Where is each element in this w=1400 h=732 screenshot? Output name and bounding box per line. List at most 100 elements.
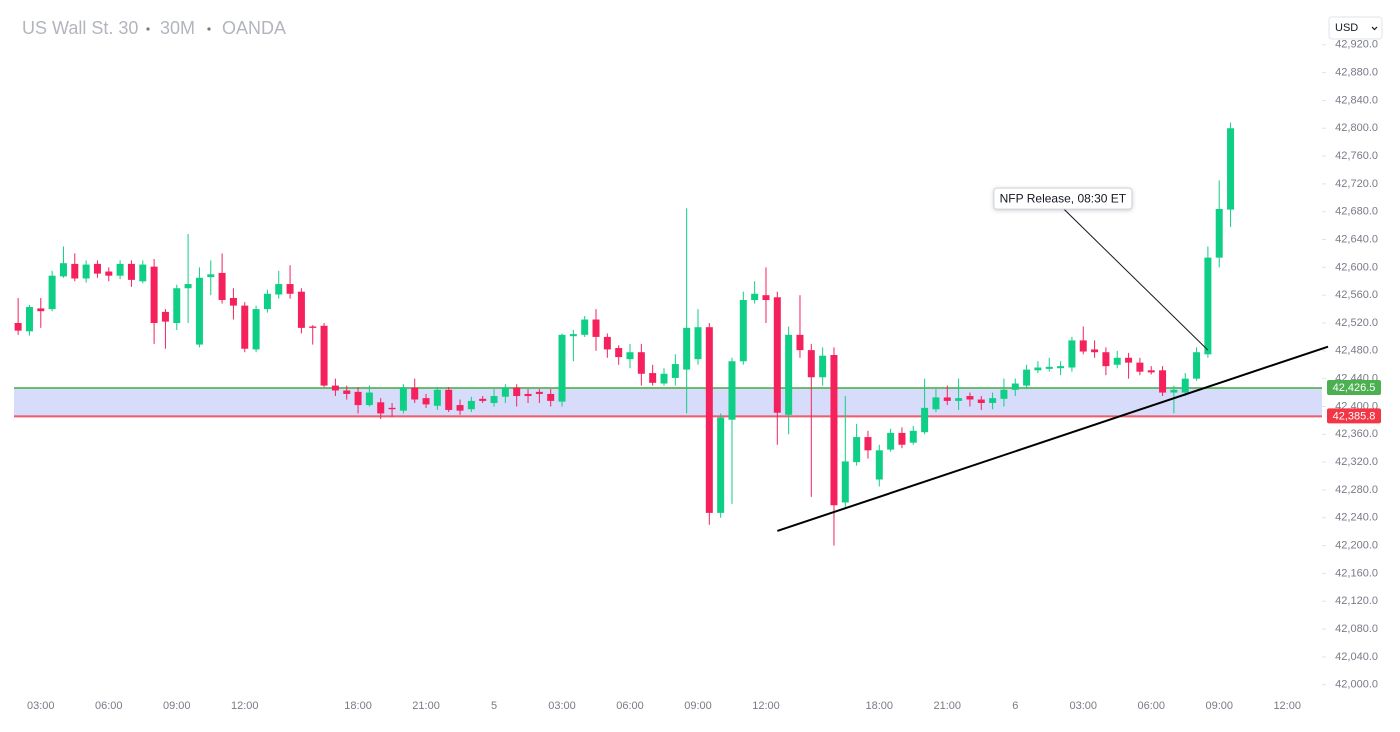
candle-body — [1204, 257, 1212, 355]
x-tick-label: 03:00 — [27, 700, 55, 712]
candle-body — [1034, 367, 1042, 371]
x-tick-label: 18:00 — [866, 700, 894, 712]
y-tick-label: 42,240.0 — [1335, 512, 1378, 524]
x-tick-label: 21:00 — [934, 700, 962, 712]
candle-body — [501, 387, 509, 397]
candle-body — [275, 284, 283, 295]
candle-body — [71, 263, 79, 279]
candle-body — [887, 432, 895, 450]
price-tag — [1327, 408, 1381, 424]
price-tag-label: 42,385.8 — [1333, 410, 1376, 422]
candle-body — [841, 461, 849, 503]
candle-body — [218, 272, 226, 301]
y-tick-label: 42,480.0 — [1335, 345, 1378, 357]
candle-body — [1113, 357, 1121, 365]
y-tick-label: 42,760.0 — [1335, 150, 1378, 162]
candle-body — [547, 393, 555, 401]
candle-body — [977, 399, 985, 403]
source: OANDA — [222, 18, 286, 38]
candle-body — [297, 291, 305, 328]
candle-body — [1102, 352, 1110, 367]
candle-body — [82, 264, 90, 279]
candle-body — [207, 274, 215, 278]
y-tick-label: 42,600.0 — [1335, 261, 1378, 273]
candle-body — [603, 336, 611, 350]
candle-body — [161, 311, 169, 322]
candle-body — [309, 326, 317, 328]
candle-body — [807, 350, 815, 378]
candle-body — [241, 305, 249, 349]
price-tag-label: 42,426.5 — [1333, 382, 1376, 394]
candle-body — [569, 334, 577, 337]
x-tick-label: 5 — [491, 700, 497, 712]
candle-body — [1091, 349, 1099, 353]
y-tick-label: 42,040.0 — [1335, 651, 1378, 663]
y-tick-label: 42,680.0 — [1335, 206, 1378, 218]
candle-body — [660, 373, 668, 384]
candle-body — [399, 387, 407, 411]
candle-body — [513, 387, 521, 397]
candle-body — [524, 393, 532, 397]
separator — [207, 27, 211, 31]
candle-body — [411, 387, 419, 400]
header: US Wall St. 30 30M OANDA — [22, 18, 286, 38]
candle-body — [1136, 362, 1144, 372]
candle-body — [331, 385, 339, 391]
currency-label[interactable]: USD — [1335, 22, 1358, 34]
candle-body — [48, 275, 56, 310]
candle-body — [649, 373, 657, 383]
candle-body — [1181, 378, 1189, 393]
x-tick-label: 06:00 — [95, 700, 123, 712]
y-tick-label: 42,120.0 — [1335, 595, 1378, 607]
candle-body — [592, 319, 600, 337]
candle-body — [445, 389, 453, 410]
currency-button[interactable]: USD — [1328, 16, 1383, 40]
y-tick-label: 42,000.0 — [1335, 679, 1378, 691]
candle-body — [830, 355, 838, 506]
x-tick-label: 09:00 — [163, 700, 191, 712]
x-tick-label: 03:00 — [548, 700, 576, 712]
candle-body — [966, 396, 974, 400]
candle-body — [921, 407, 929, 433]
candle-body — [615, 348, 623, 358]
annotation-box — [993, 187, 1133, 210]
y-tick-label: 42,640.0 — [1335, 233, 1378, 245]
candle-body — [229, 297, 237, 306]
candle-body — [717, 417, 725, 513]
y-tick-label: 42,800.0 — [1335, 122, 1378, 134]
candle-body — [558, 334, 566, 402]
y-tick-label: 42,560.0 — [1335, 289, 1378, 301]
candle-body — [785, 334, 793, 415]
currency-box[interactable] — [1328, 16, 1383, 40]
candle-body — [184, 284, 192, 289]
x-tick-label: 12:00 — [231, 700, 259, 712]
candle-body — [1057, 366, 1065, 369]
candle-body — [14, 323, 22, 331]
candle-body — [139, 264, 147, 282]
candle-body — [388, 407, 396, 410]
candle-body — [422, 398, 430, 405]
candle-body — [25, 307, 33, 332]
x-tick-label: 03:00 — [1069, 700, 1097, 712]
candle-body — [955, 398, 963, 401]
chevron[interactable] — [1371, 26, 1378, 31]
y-tick-label: 42,920.0 — [1335, 39, 1378, 51]
candle-body — [354, 391, 362, 406]
candle-body — [320, 325, 328, 386]
candle-body — [1079, 340, 1087, 352]
candle-body — [535, 391, 543, 394]
candle-body — [1170, 389, 1178, 393]
candle-body — [116, 263, 124, 276]
candle-body — [909, 430, 917, 443]
candle-body — [671, 364, 679, 378]
candle-body — [1227, 128, 1235, 210]
symbol-title: US Wall St. 30 — [22, 18, 138, 38]
x-tick-label: 6 — [1012, 700, 1018, 712]
plot: NFP Release, 08:30 ET — [14, 122, 1329, 546]
candle-body — [1159, 370, 1167, 393]
candle-body — [1023, 369, 1031, 386]
candle-body — [195, 277, 203, 345]
candle-body — [626, 352, 634, 360]
candle-body — [773, 297, 781, 413]
